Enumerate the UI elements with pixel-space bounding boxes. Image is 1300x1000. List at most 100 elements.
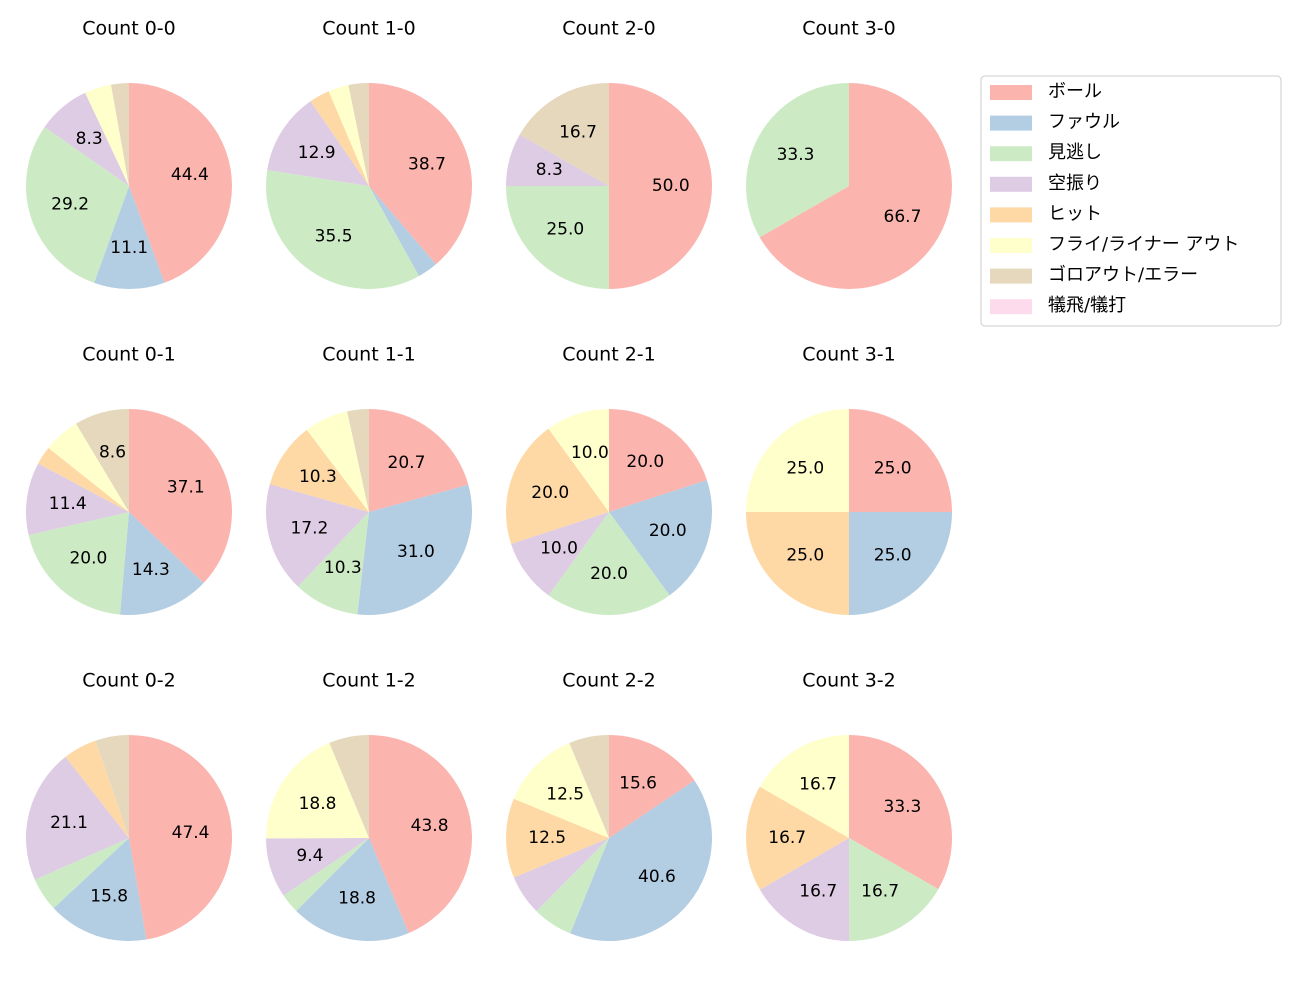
pie-slice (95, 735, 129, 838)
chart-title: Count 3-1 (802, 344, 896, 366)
pie-slice (119, 512, 204, 615)
value-label: 20.0 (649, 521, 687, 541)
value-label: 29.2 (51, 195, 89, 215)
value-label: 10.0 (540, 538, 578, 558)
pie-slice (513, 742, 609, 838)
pie-slice (506, 428, 609, 544)
value-label: 43.8 (411, 816, 449, 836)
value-label: 11.1 (110, 238, 148, 258)
pie-slice (25, 756, 129, 880)
value-label: 47.4 (172, 823, 210, 843)
value-label: 31.0 (397, 542, 435, 562)
pie-slice (759, 735, 849, 838)
pie-slice (38, 447, 129, 512)
value-label: 66.7 (884, 207, 922, 227)
pie-slice (310, 91, 369, 186)
legend-label: 犠飛/犠打 (1048, 295, 1126, 316)
pie-slice (76, 409, 129, 512)
legend-swatch (990, 115, 1032, 131)
pie-slice (283, 838, 369, 911)
pie-slice (266, 484, 369, 587)
value-label: 38.7 (408, 155, 446, 175)
value-label: 25.0 (786, 546, 824, 566)
value-label: 11.4 (49, 494, 87, 514)
legend-label: ゴロアウト/エラー (1048, 265, 1198, 286)
value-label: 20.0 (626, 452, 664, 472)
chart-title: Count 3-0 (802, 18, 896, 40)
legend-label: フライ/ライナー アウト (1048, 234, 1239, 255)
pie-slice (269, 429, 369, 512)
pie-slice (369, 409, 469, 512)
legend-label: ファウル (1048, 112, 1120, 133)
value-label: 10.3 (299, 467, 337, 487)
value-label: 25.0 (786, 458, 824, 478)
pie-slice (53, 838, 147, 941)
value-label: 50.0 (652, 176, 690, 196)
pie-slice (129, 83, 232, 283)
pie-slice (129, 409, 232, 583)
pie-slice (357, 484, 472, 616)
value-label: 20.7 (388, 453, 426, 473)
pie-slice (369, 186, 436, 277)
pie-slice (266, 742, 369, 839)
pie-slice (306, 411, 369, 512)
pie-slice (65, 740, 129, 838)
pie-slice (548, 512, 670, 615)
value-label: 25.0 (874, 458, 912, 478)
value-label: 21.1 (50, 813, 88, 833)
chart-title: Count 0-2 (82, 670, 176, 692)
value-label: 12.5 (546, 784, 584, 804)
pie-slice (609, 480, 712, 596)
chart-title: Count 1-1 (322, 344, 416, 366)
value-label: 44.4 (171, 165, 209, 185)
value-label: 17.2 (290, 518, 328, 538)
pie-slice (266, 170, 419, 289)
pie-slice (609, 83, 712, 289)
pie-slice (746, 512, 849, 615)
pie-slice (267, 101, 369, 186)
value-label: 20.0 (590, 564, 628, 584)
value-label: 37.1 (167, 478, 205, 498)
value-label: 16.7 (861, 881, 899, 901)
pie-slice (511, 512, 609, 596)
pie-slice (569, 735, 609, 838)
chart-title: Count 0-1 (82, 344, 176, 366)
legend-swatch (990, 268, 1032, 284)
value-label: 15.8 (90, 887, 128, 907)
pie-slice (745, 786, 849, 890)
value-label: 20.0 (531, 483, 569, 503)
pie-slice (536, 838, 609, 934)
legend-label: ボール (1048, 81, 1102, 102)
value-label: 33.3 (777, 145, 815, 165)
pie-slice (296, 838, 409, 941)
pie-slice (25, 463, 129, 536)
value-label: 25.0 (546, 220, 584, 240)
legend-swatch (990, 299, 1032, 315)
pie-slice (328, 85, 369, 186)
pie-slice (570, 780, 712, 942)
value-label: 12.5 (528, 828, 566, 848)
legend-label: 空振り (1048, 173, 1102, 194)
value-label: 8.3 (536, 160, 563, 180)
pie-slice (745, 83, 849, 238)
chart-title: Count 1-2 (322, 670, 416, 692)
value-label: 16.7 (799, 774, 837, 794)
value-label: 10.3 (324, 558, 362, 578)
pie-slice (849, 838, 939, 941)
chart-title: Count 2-0 (562, 18, 656, 40)
legend-swatch (990, 238, 1032, 253)
value-label: 8.3 (76, 129, 103, 149)
value-label: 14.3 (132, 560, 170, 580)
pie-slice (505, 798, 609, 878)
pie-slice (266, 838, 369, 896)
pie-slice (506, 134, 609, 186)
pie-slice (348, 83, 369, 186)
pie-slice (519, 83, 609, 186)
value-label: 16.7 (768, 828, 806, 848)
pie-slice (34, 838, 130, 909)
pie-slice (129, 735, 232, 940)
value-label: 35.5 (315, 227, 353, 247)
legend-box (980, 75, 1282, 327)
value-label: 16.7 (799, 882, 837, 902)
